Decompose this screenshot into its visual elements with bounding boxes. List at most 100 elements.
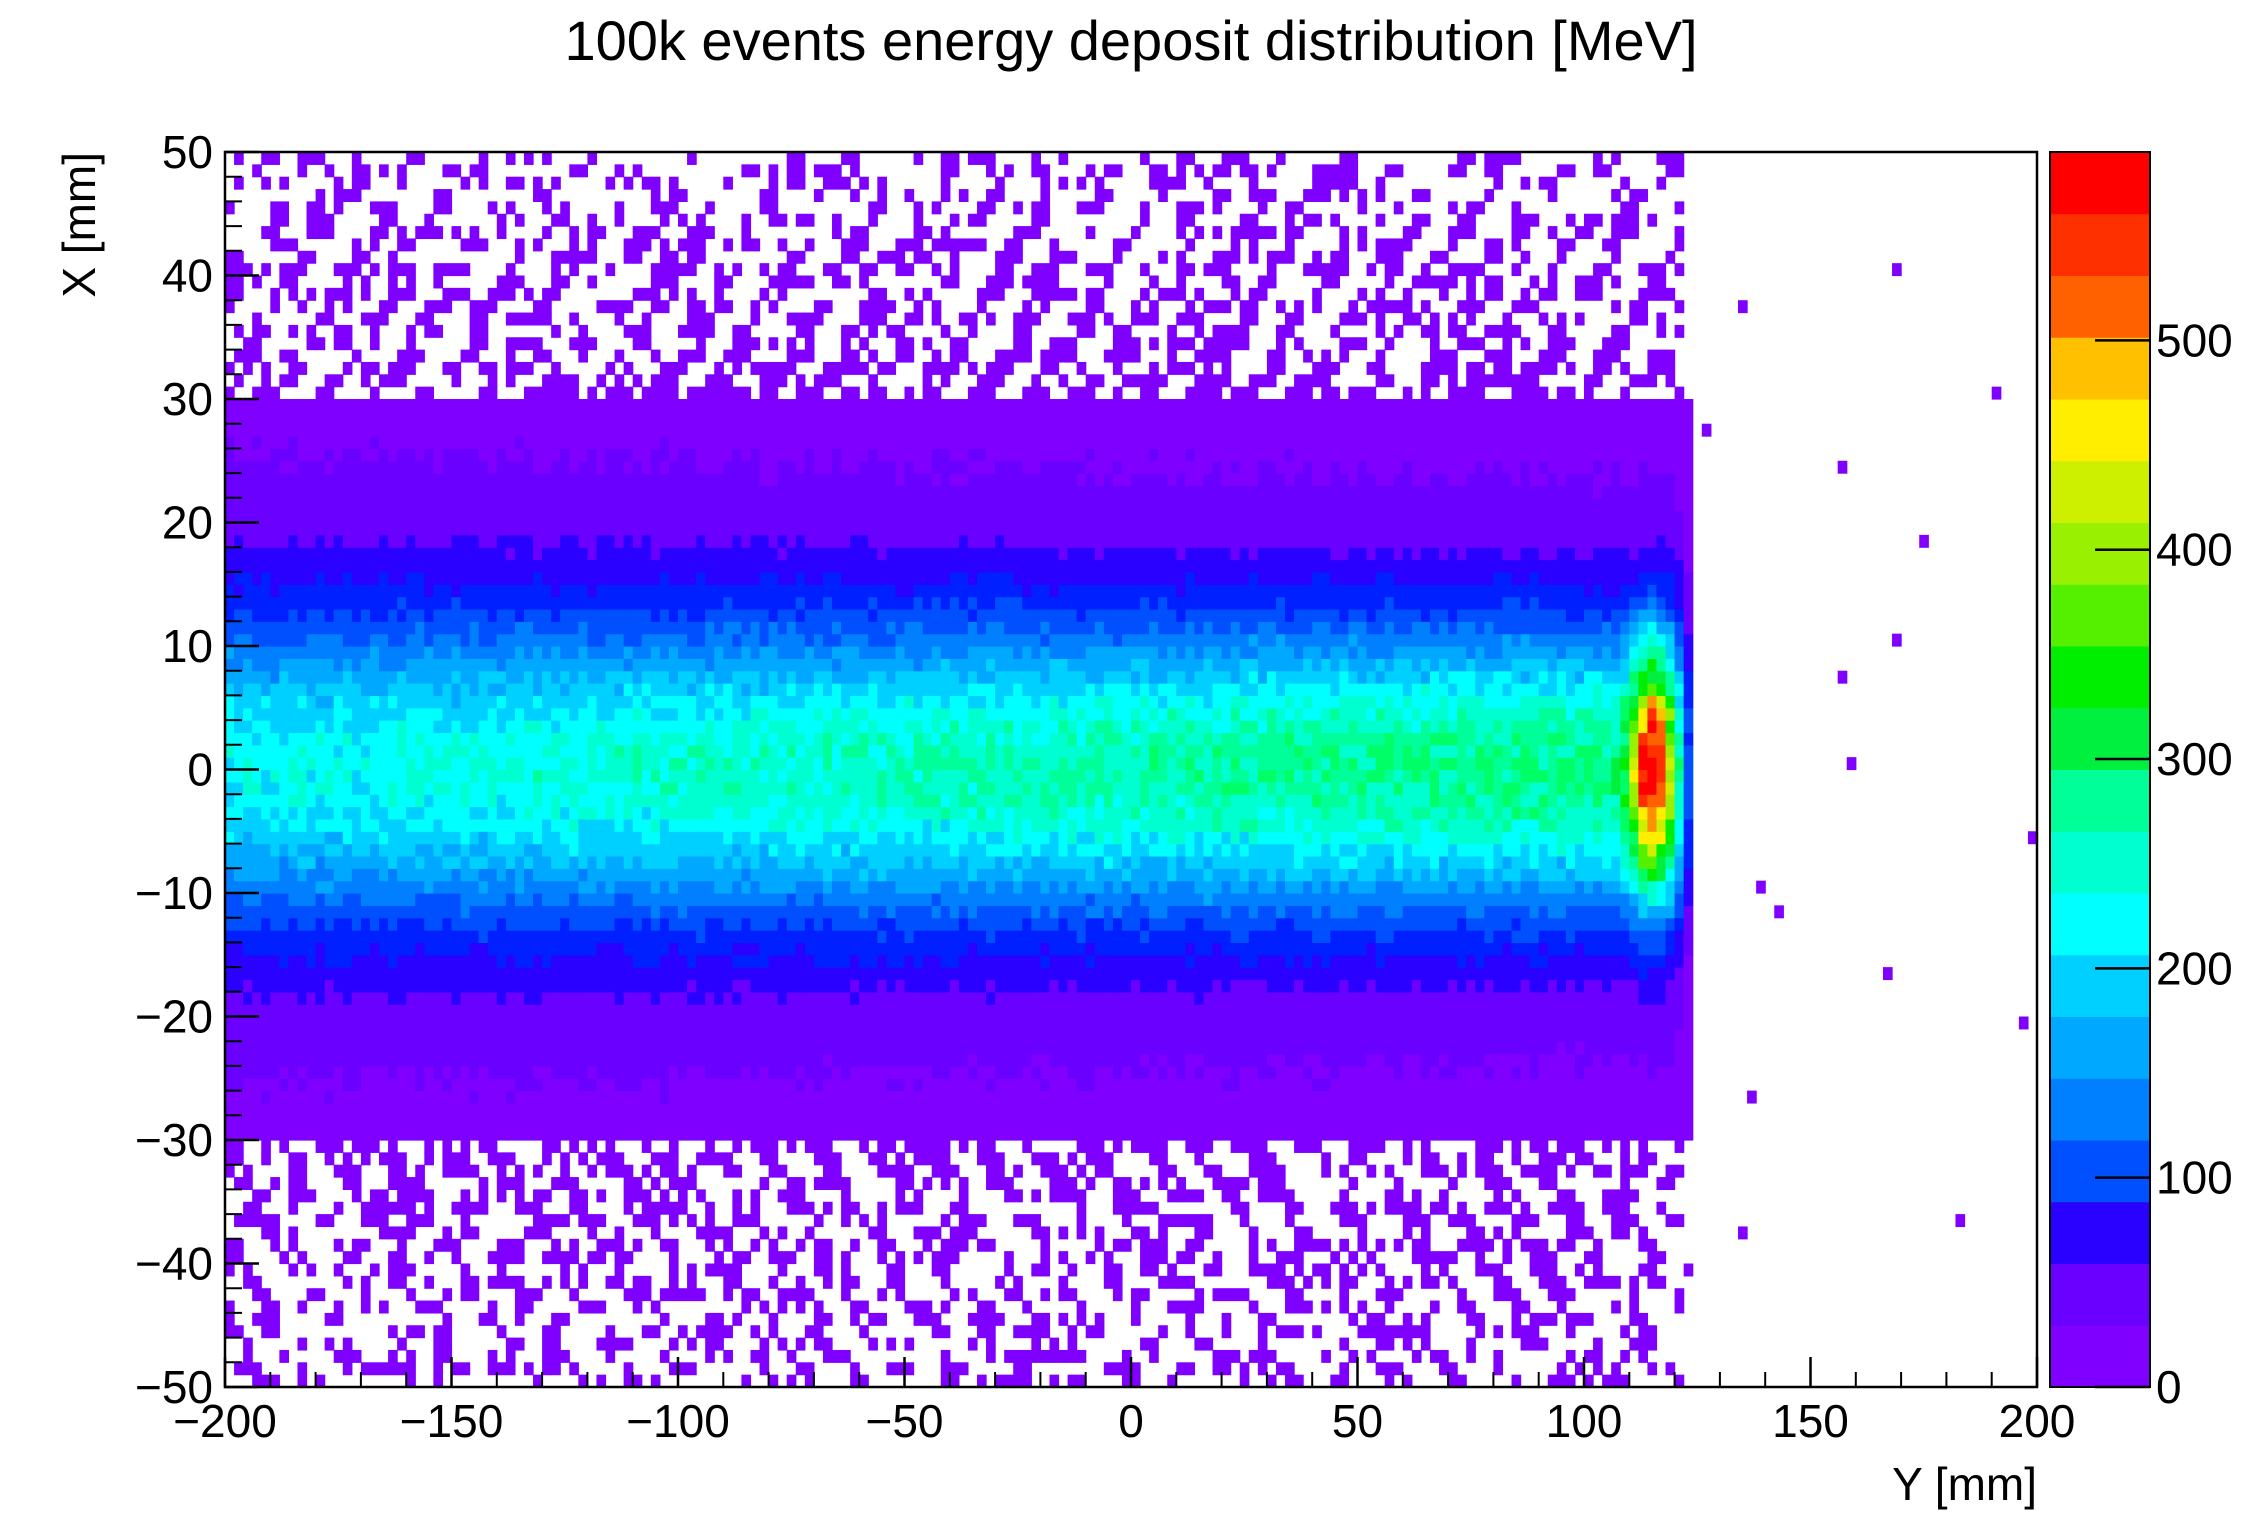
heatmap-cell	[261, 510, 271, 524]
heatmap-cell	[795, 1102, 806, 1116]
heatmap-cell	[297, 448, 308, 462]
heatmap-cell	[687, 806, 697, 820]
heatmap-cell	[379, 818, 389, 832]
heatmap-cell	[496, 399, 507, 412]
heatmap-cell	[333, 1312, 344, 1326]
heatmap-cell	[668, 868, 679, 882]
heatmap-cell	[252, 806, 262, 820]
heatmap-cell	[632, 732, 643, 746]
heatmap-cell	[270, 843, 280, 857]
heatmap-cell	[297, 744, 308, 758]
heatmap-cell	[252, 1312, 262, 1326]
heatmap-cell	[496, 880, 507, 894]
heatmap-cell	[234, 1102, 244, 1116]
heatmap-cell	[261, 930, 271, 943]
heatmap-cell	[723, 584, 733, 598]
heatmap-cell	[351, 893, 362, 906]
heatmap-cell	[551, 880, 561, 894]
heatmap-cell	[578, 324, 588, 338]
heatmap-cell	[243, 646, 253, 659]
heatmap-cell	[342, 621, 353, 635]
heatmap-cell	[795, 818, 806, 832]
heatmap-cell	[433, 423, 444, 437]
heatmap-cell	[759, 448, 770, 462]
heatmap-cell	[406, 794, 416, 808]
heatmap-cell	[777, 720, 788, 734]
heatmap-cell	[723, 893, 733, 906]
heatmap-cell	[551, 460, 561, 474]
heatmap-cell	[587, 855, 598, 869]
heatmap-cell	[379, 1078, 389, 1092]
heatmap-cell	[533, 1164, 543, 1178]
heatmap-cell	[397, 436, 407, 449]
heatmap-cell	[578, 1041, 588, 1055]
heatmap-cell	[687, 423, 697, 437]
heatmap-cell	[813, 905, 824, 919]
heatmap-cell	[542, 1016, 552, 1030]
heatmap-cell	[252, 769, 262, 783]
heatmap-cell	[496, 868, 507, 882]
heatmap-cell	[315, 658, 326, 672]
heatmap-cell	[433, 621, 444, 635]
heatmap-cell	[406, 991, 416, 1005]
heatmap-cell	[225, 658, 235, 672]
heatmap-cell	[732, 547, 743, 561]
heatmap-cell	[705, 868, 715, 882]
heatmap-cell	[560, 1053, 570, 1067]
heatmap-cell	[379, 226, 389, 240]
heatmap-cell	[469, 991, 480, 1005]
heatmap-cell	[487, 930, 498, 943]
heatmap-cell	[659, 633, 670, 647]
heatmap-cell	[560, 510, 570, 524]
heatmap-cell	[750, 559, 761, 573]
heatmap-cell	[261, 1312, 271, 1326]
heatmap-cell	[804, 794, 815, 808]
heatmap-cell	[813, 917, 824, 931]
heatmap-cell	[804, 386, 815, 400]
heatmap-cell	[333, 855, 344, 869]
heatmap-cell	[569, 1028, 579, 1042]
heatmap-cell	[551, 510, 561, 524]
heatmap-cell	[741, 1115, 752, 1129]
heatmap-cell	[813, 559, 824, 573]
heatmap-cell	[406, 818, 416, 832]
heatmap-cell	[487, 880, 498, 894]
heatmap-cell	[288, 423, 299, 437]
heatmap-cell	[360, 954, 371, 968]
heatmap-cell	[469, 485, 480, 499]
heatmap-cell	[351, 744, 362, 758]
heatmap-cell	[687, 695, 697, 709]
heatmap-cell	[342, 473, 353, 487]
heatmap-cell	[415, 386, 425, 400]
heatmap-cell	[397, 571, 407, 585]
heatmap-cell	[741, 473, 752, 487]
heatmap-cell	[687, 794, 697, 808]
heatmap-cell	[460, 757, 471, 771]
heatmap-cell	[659, 1115, 670, 1129]
heatmap-cell	[234, 1028, 244, 1042]
heatmap-cell	[659, 1349, 670, 1363]
heatmap-cell	[696, 1078, 706, 1092]
heatmap-cell	[813, 954, 824, 968]
heatmap-cell	[388, 213, 398, 227]
heatmap-cell	[813, 411, 824, 425]
heatmap-cell	[696, 349, 706, 363]
heatmap-cell	[650, 226, 661, 240]
heatmap-cell	[270, 571, 280, 585]
heatmap-cell	[388, 263, 398, 277]
heatmap-cell	[678, 522, 688, 536]
heatmap-cell	[741, 448, 752, 462]
heatmap-cell	[333, 806, 344, 820]
heatmap-cell	[397, 473, 407, 487]
heatmap-cell	[478, 1102, 489, 1116]
heatmap-cell	[659, 769, 670, 783]
heatmap-cell	[324, 473, 335, 487]
heatmap-cell	[324, 1152, 335, 1166]
heatmap-cell	[406, 411, 416, 425]
heatmap-cell	[659, 1065, 670, 1079]
heatmap-cell	[451, 683, 462, 696]
heatmap-cell	[641, 460, 652, 474]
heatmap-cell	[333, 930, 344, 943]
heatmap-cell	[315, 1374, 326, 1388]
heatmap-cell	[333, 1004, 344, 1018]
